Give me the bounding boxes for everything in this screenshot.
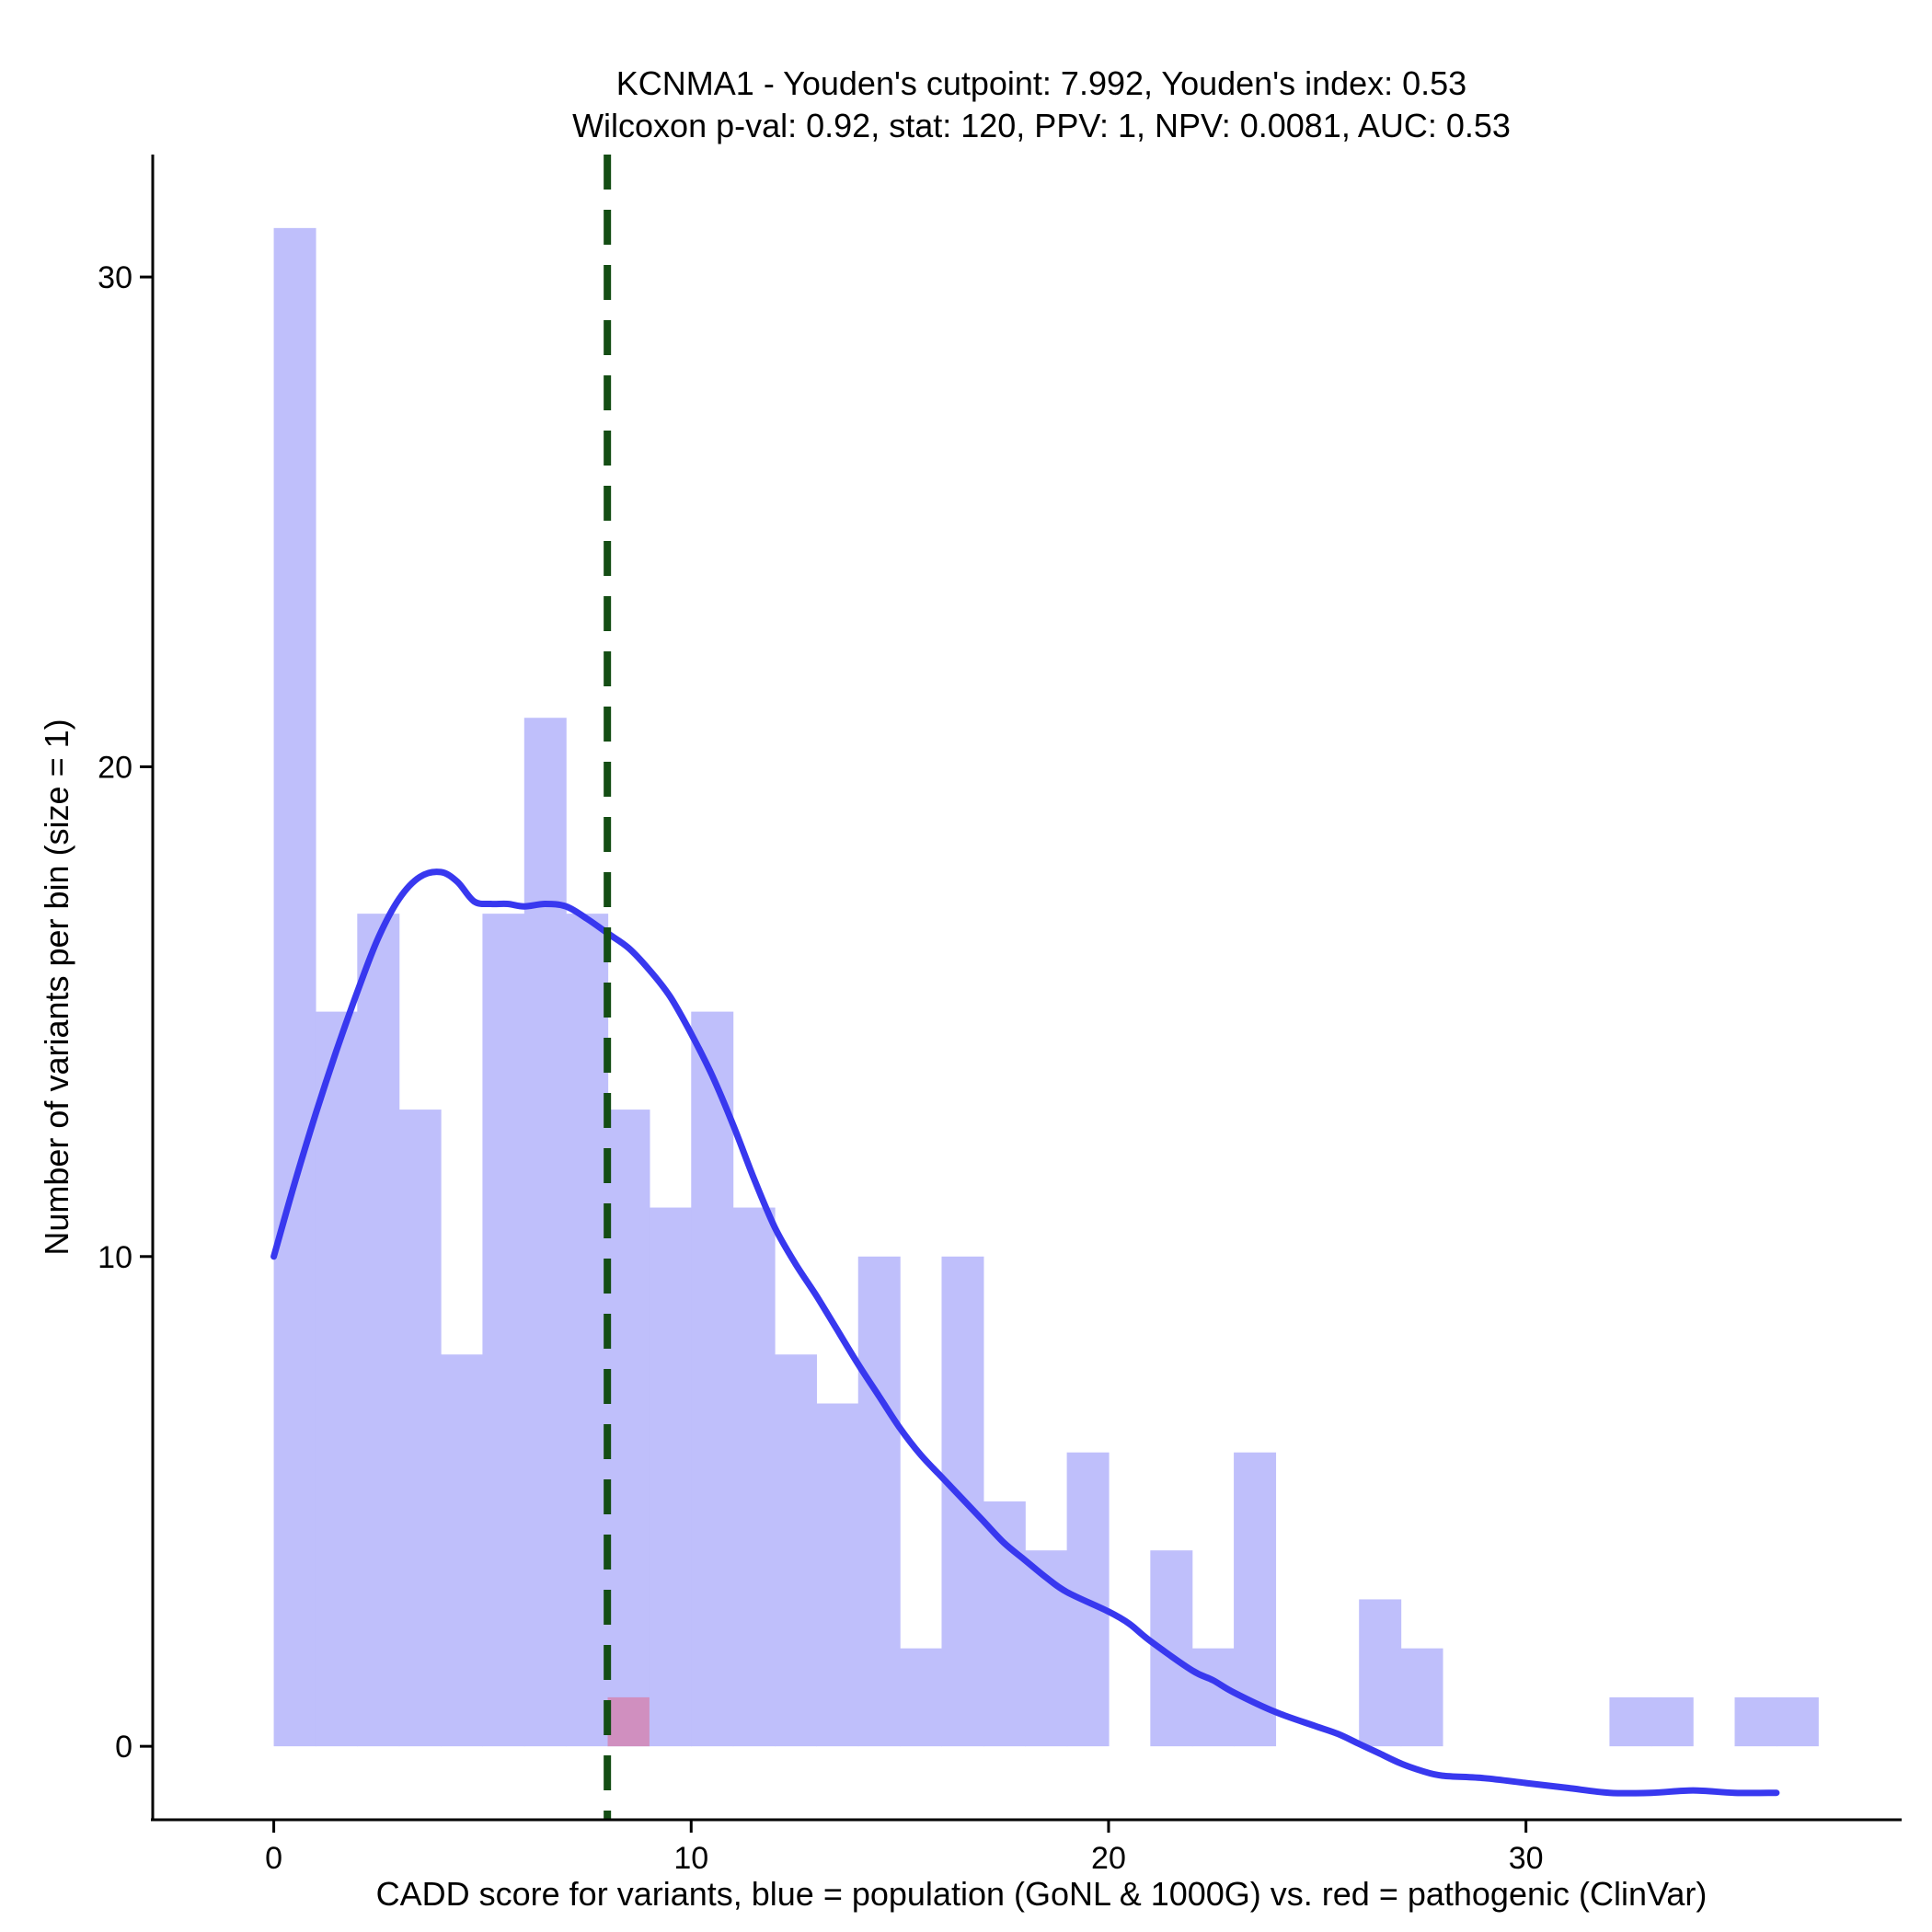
population-bar-14	[857, 1256, 901, 1747]
population-bar-12	[775, 1354, 817, 1747]
population-bar-2	[357, 914, 400, 1747]
x-tick-label: 10	[673, 1841, 708, 1876]
population-bar-9	[649, 1207, 692, 1747]
x-tick-label: 30	[1509, 1841, 1544, 1876]
population-bar-5	[482, 914, 525, 1747]
x-axis-label: CADD score for variants, blue = populati…	[376, 1875, 1708, 1913]
population-bar-17	[983, 1501, 1026, 1747]
y-axis-ticks: 0 10 20 30	[98, 260, 153, 1765]
population-bars	[273, 227, 1819, 1747]
population-bar-29	[1650, 1696, 1694, 1747]
population-bar-28	[1609, 1696, 1652, 1747]
population-bar-1	[315, 1011, 358, 1747]
population-bar-27	[1400, 1648, 1443, 1747]
y-axis-label: Number of variants per bin (size = 1)	[38, 719, 75, 1255]
y-tick-label: 10	[98, 1240, 132, 1275]
y-tick-label: 0	[115, 1730, 132, 1765]
population-bar-26	[1359, 1599, 1402, 1747]
population-bar-13	[816, 1403, 859, 1747]
population-bar-3	[398, 1110, 442, 1747]
pathogenic-bars	[607, 1696, 650, 1747]
population-bar-31	[1776, 1696, 1819, 1747]
pathogenic-bar-0	[607, 1696, 650, 1747]
population-density-curve	[270, 868, 1780, 1797]
x-tick-label: 20	[1091, 1841, 1126, 1876]
chart-title-line-1: KCNMA1 - Youden's cutpoint: 7.992, Youde…	[616, 64, 1466, 102]
y-tick-label: 20	[98, 750, 132, 785]
population-bar-0	[273, 227, 316, 1747]
population-bar-4	[441, 1354, 484, 1747]
population-bar-18	[1025, 1550, 1068, 1747]
population-bar-22	[1191, 1648, 1235, 1747]
population-bar-7	[566, 914, 609, 1747]
chart-title-line-2: Wilcoxon p-val: 0.92, stat: 120, PPV: 1,…	[572, 107, 1511, 144]
population-bar-6	[523, 718, 567, 1747]
population-bar-15	[900, 1648, 943, 1747]
population-bar-8	[607, 1110, 650, 1747]
y-tick-label: 30	[98, 260, 132, 295]
population-bar-30	[1734, 1696, 1777, 1747]
x-axis-ticks: 0 10 20 30	[265, 1820, 1544, 1876]
population-bar-11	[732, 1207, 776, 1747]
x-tick-label: 0	[265, 1841, 282, 1876]
population-bar-10	[691, 1011, 734, 1747]
